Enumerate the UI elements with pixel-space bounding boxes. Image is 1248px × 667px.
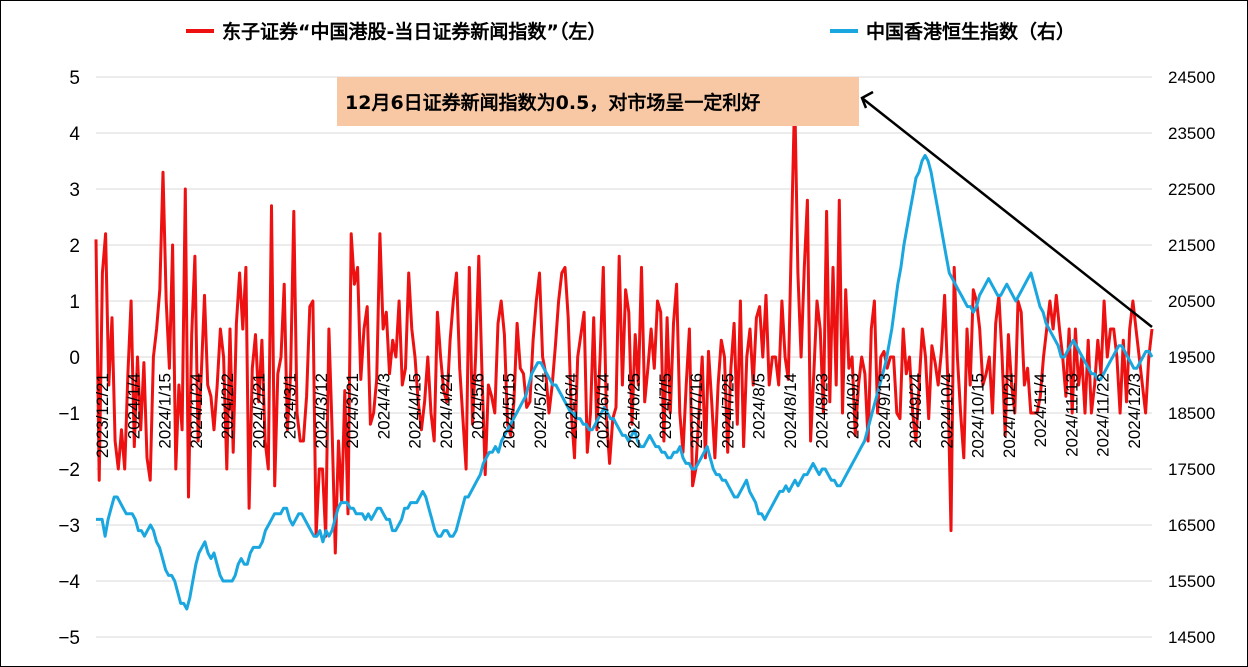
right-axis: 24500 23500 22500 21500 20500 19500 18500 17500… bbox=[1168, 68, 1215, 647]
x-tick-label: 2024/5/15 bbox=[500, 373, 519, 449]
series-hang-seng bbox=[96, 153, 1154, 611]
left-tick-label: 3 bbox=[69, 180, 80, 201]
x-tick-label: 2024/11/22 bbox=[1094, 373, 1113, 457]
x-tick-label: 2024/3/12 bbox=[312, 373, 331, 449]
left-tick-label: 4 bbox=[69, 124, 80, 145]
series-news-index bbox=[94, 92, 1154, 555]
legend: 东子证券“中国港股-当日证券新闻指数”（左） 中国香港恒生指数（右） bbox=[186, 20, 1075, 43]
x-tick-label: 2024/9/3 bbox=[844, 373, 863, 439]
left-tick-label: 2 bbox=[69, 236, 80, 257]
x-tick-label: 2024/2/21 bbox=[249, 373, 268, 449]
right-tick-label: 17500 bbox=[1168, 460, 1215, 479]
annotation: 12月6日证券新闻指数为0.5，对市场呈一定利好 bbox=[337, 77, 1153, 328]
hang-seng-line bbox=[96, 153, 1154, 611]
x-tick-label: 2024/1/24 bbox=[187, 373, 206, 449]
left-tick-label: −1 bbox=[58, 404, 80, 425]
x-tick-label: 2024/6/4 bbox=[562, 373, 581, 439]
x-tick-label: 2024/3/1 bbox=[281, 373, 300, 439]
x-tick-label: 2024/7/5 bbox=[656, 373, 675, 439]
x-tick-label: 2024/8/23 bbox=[812, 373, 831, 449]
x-tick-label: 2024/9/13 bbox=[875, 373, 894, 449]
right-tick-label: 14500 bbox=[1168, 628, 1215, 647]
x-tick-label: 2024/5/24 bbox=[531, 373, 550, 449]
left-tick-label: 0 bbox=[69, 348, 80, 369]
x-tick-label: 2023/12/21 bbox=[93, 373, 112, 458]
x-tick-label: 2024/9/24 bbox=[906, 373, 925, 449]
right-tick-label: 21500 bbox=[1168, 236, 1215, 255]
x-tick-label: 2024/3/21 bbox=[343, 373, 362, 449]
x-tick-label: 2024/4/24 bbox=[437, 373, 456, 449]
left-tick-label: −3 bbox=[58, 516, 80, 537]
x-tick-label: 2024/4/15 bbox=[406, 373, 425, 449]
x-tick-label: 2024/1/4 bbox=[124, 373, 143, 439]
news-index-line bbox=[94, 92, 1154, 555]
x-tick-label: 2024/12/3 bbox=[1125, 373, 1144, 449]
right-tick-label: 22500 bbox=[1168, 180, 1215, 199]
right-tick-label: 16500 bbox=[1168, 516, 1215, 535]
x-tick-label: 2024/11/13 bbox=[1063, 373, 1082, 457]
x-tick-label: 2024/10/15 bbox=[969, 373, 988, 458]
x-tick-label: 2024/7/16 bbox=[687, 373, 706, 449]
right-tick-label: 15500 bbox=[1168, 572, 1215, 591]
x-tick-label: 2024/8/5 bbox=[750, 373, 769, 439]
annotation-box bbox=[337, 77, 859, 126]
left-tick-label: −4 bbox=[58, 572, 80, 593]
x-tick-label: 2024/4/3 bbox=[375, 373, 394, 439]
left-axis: 5 4 3 2 1 0 −1 −2 −3 −4 −5 bbox=[58, 68, 80, 649]
x-tick-label: 2024/8/14 bbox=[781, 373, 800, 449]
x-tick-label: 2024/1/15 bbox=[156, 373, 175, 449]
x-tick-label: 2024/6/25 bbox=[625, 373, 644, 449]
right-tick-label: 19500 bbox=[1168, 348, 1215, 367]
x-axis: 2023/12/21 2024/1/4 2024/1/15 2024/1/24 2024… bbox=[93, 373, 1144, 458]
annotation-arrow-line bbox=[861, 97, 1153, 328]
legend-label-news: 东子证券“中国港股-当日证券新闻指数”（左） bbox=[222, 20, 606, 43]
left-tick-label: 5 bbox=[69, 68, 80, 89]
right-tick-label: 20500 bbox=[1168, 292, 1215, 311]
x-tick-label: 2024/10/4 bbox=[937, 373, 956, 449]
x-tick-label: 2024/5/6 bbox=[468, 373, 487, 439]
legend-label-hsi: 中国香港恒生指数（右） bbox=[866, 20, 1075, 43]
right-tick-label: 23500 bbox=[1168, 124, 1215, 143]
right-tick-label: 24500 bbox=[1168, 68, 1215, 87]
left-tick-label: 1 bbox=[69, 292, 80, 313]
x-tick-label: 2024/7/25 bbox=[719, 373, 738, 449]
annotation-arrowhead bbox=[860, 90, 874, 109]
x-tick-label: 2024/10/24 bbox=[1000, 373, 1019, 458]
annotation-text: 12月6日证券新闻指数为0.5，对市场呈一定利好 bbox=[345, 91, 760, 114]
left-tick-label: −2 bbox=[58, 460, 80, 481]
x-tick-label: 2024/2/2 bbox=[218, 373, 237, 439]
right-tick-label: 18500 bbox=[1168, 404, 1215, 423]
x-tick-label: 2024/6/14 bbox=[593, 373, 612, 449]
x-tick-label: 2024/11/4 bbox=[1031, 373, 1050, 447]
left-tick-label: −5 bbox=[58, 628, 80, 649]
